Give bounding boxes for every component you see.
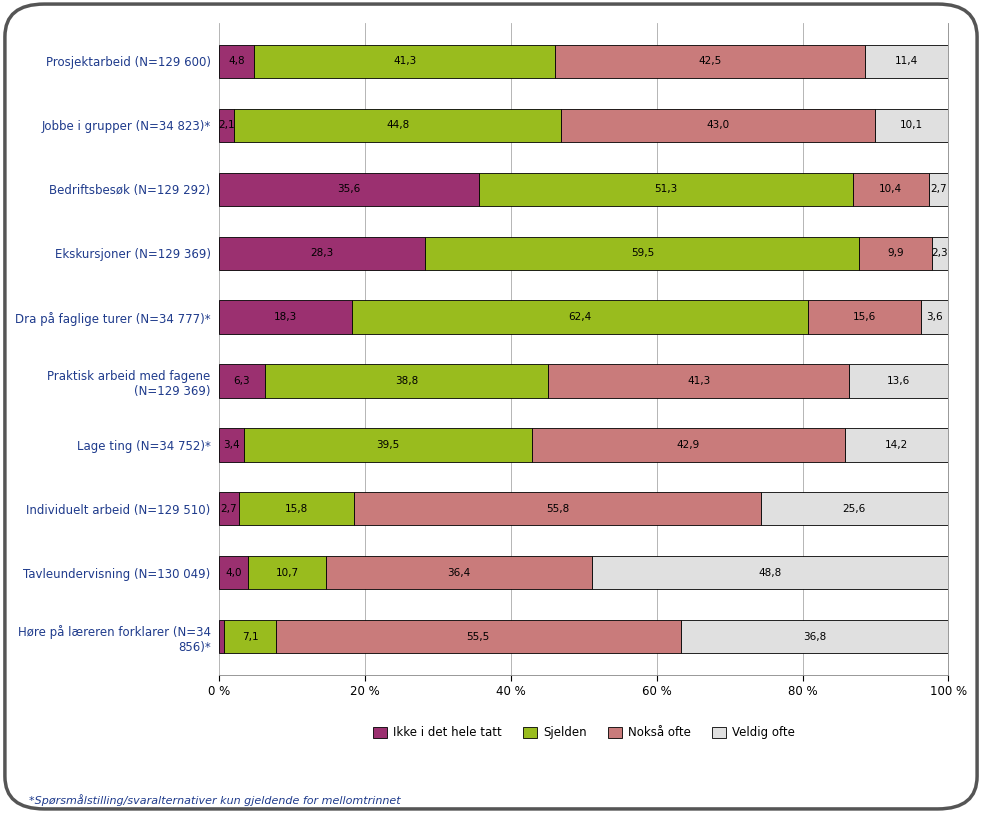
Text: 14,2: 14,2 <box>885 440 908 450</box>
Bar <box>244 428 532 462</box>
Bar <box>248 556 326 589</box>
Bar <box>219 172 478 206</box>
Text: 25,6: 25,6 <box>843 504 866 514</box>
Bar <box>219 109 235 142</box>
Text: 62,4: 62,4 <box>569 312 592 322</box>
Text: 3,6: 3,6 <box>926 312 943 322</box>
Text: 28,3: 28,3 <box>310 248 334 259</box>
Text: 11,4: 11,4 <box>896 56 918 67</box>
Bar <box>932 237 949 270</box>
Text: 38,8: 38,8 <box>395 376 418 386</box>
Text: 2,7: 2,7 <box>221 504 237 514</box>
Bar <box>235 109 561 142</box>
Bar <box>239 492 354 525</box>
Bar <box>265 364 548 398</box>
Text: 2,7: 2,7 <box>930 185 947 194</box>
Bar <box>561 109 875 142</box>
Text: 10,1: 10,1 <box>900 120 923 130</box>
Text: 15,8: 15,8 <box>285 504 308 514</box>
Text: 6,3: 6,3 <box>234 376 250 386</box>
Bar <box>592 556 948 589</box>
Text: 42,5: 42,5 <box>698 56 722 67</box>
Text: 41,3: 41,3 <box>687 376 710 386</box>
Text: 3,4: 3,4 <box>223 440 240 450</box>
Text: 44,8: 44,8 <box>386 120 409 130</box>
Text: 59,5: 59,5 <box>630 248 654 259</box>
Text: *Spørsmålstilling/svaralternativer kun gjeldende for mellomtrinnet: *Spørsmålstilling/svaralternativer kun g… <box>29 794 401 806</box>
Bar <box>555 45 865 78</box>
Text: 4,8: 4,8 <box>228 56 245 67</box>
Bar <box>859 237 932 270</box>
Bar <box>865 45 949 78</box>
Text: 36,4: 36,4 <box>448 567 470 578</box>
Text: 35,6: 35,6 <box>337 185 360 194</box>
Bar <box>921 301 948 333</box>
Text: 36,8: 36,8 <box>803 632 827 641</box>
Bar <box>875 109 949 142</box>
Text: 9,9: 9,9 <box>888 248 903 259</box>
Bar <box>219 620 224 654</box>
Text: 10,4: 10,4 <box>879 185 902 194</box>
Bar <box>254 45 555 78</box>
Bar <box>326 556 592 589</box>
Text: 2,1: 2,1 <box>218 120 235 130</box>
Text: 7,1: 7,1 <box>242 632 258 641</box>
Bar <box>354 492 761 525</box>
Text: 55,8: 55,8 <box>546 504 569 514</box>
Bar <box>929 172 949 206</box>
Bar <box>276 620 681 654</box>
Bar <box>219 556 248 589</box>
Bar <box>548 364 849 398</box>
Text: 10,7: 10,7 <box>276 567 299 578</box>
Text: 51,3: 51,3 <box>654 185 678 194</box>
Text: 13,6: 13,6 <box>887 376 910 386</box>
Bar <box>219 301 353 333</box>
Bar <box>532 428 845 462</box>
Bar <box>845 428 949 462</box>
Bar <box>353 301 807 333</box>
Text: 39,5: 39,5 <box>376 440 400 450</box>
Text: 41,3: 41,3 <box>393 56 416 67</box>
Text: 42,9: 42,9 <box>677 440 700 450</box>
Text: 2,3: 2,3 <box>932 248 949 259</box>
Bar <box>219 364 265 398</box>
Bar <box>219 492 239 525</box>
Legend: Ikke i det hele tatt, Sjelden, Nokså ofte, Veldig ofte: Ikke i det hele tatt, Sjelden, Nokså oft… <box>368 722 799 744</box>
Bar <box>807 301 921 333</box>
Bar <box>224 620 276 654</box>
Text: 18,3: 18,3 <box>274 312 298 322</box>
Bar <box>219 237 425 270</box>
Bar <box>761 492 948 525</box>
Text: 55,5: 55,5 <box>466 632 490 641</box>
Text: 4,0: 4,0 <box>225 567 242 578</box>
Text: 43,0: 43,0 <box>706 120 730 130</box>
Bar <box>849 364 949 398</box>
Bar <box>219 45 254 78</box>
Bar <box>219 428 244 462</box>
Text: 48,8: 48,8 <box>758 567 782 578</box>
Bar <box>478 172 853 206</box>
Bar <box>425 237 859 270</box>
Text: 15,6: 15,6 <box>853 312 876 322</box>
Bar <box>853 172 929 206</box>
Bar <box>681 620 950 654</box>
